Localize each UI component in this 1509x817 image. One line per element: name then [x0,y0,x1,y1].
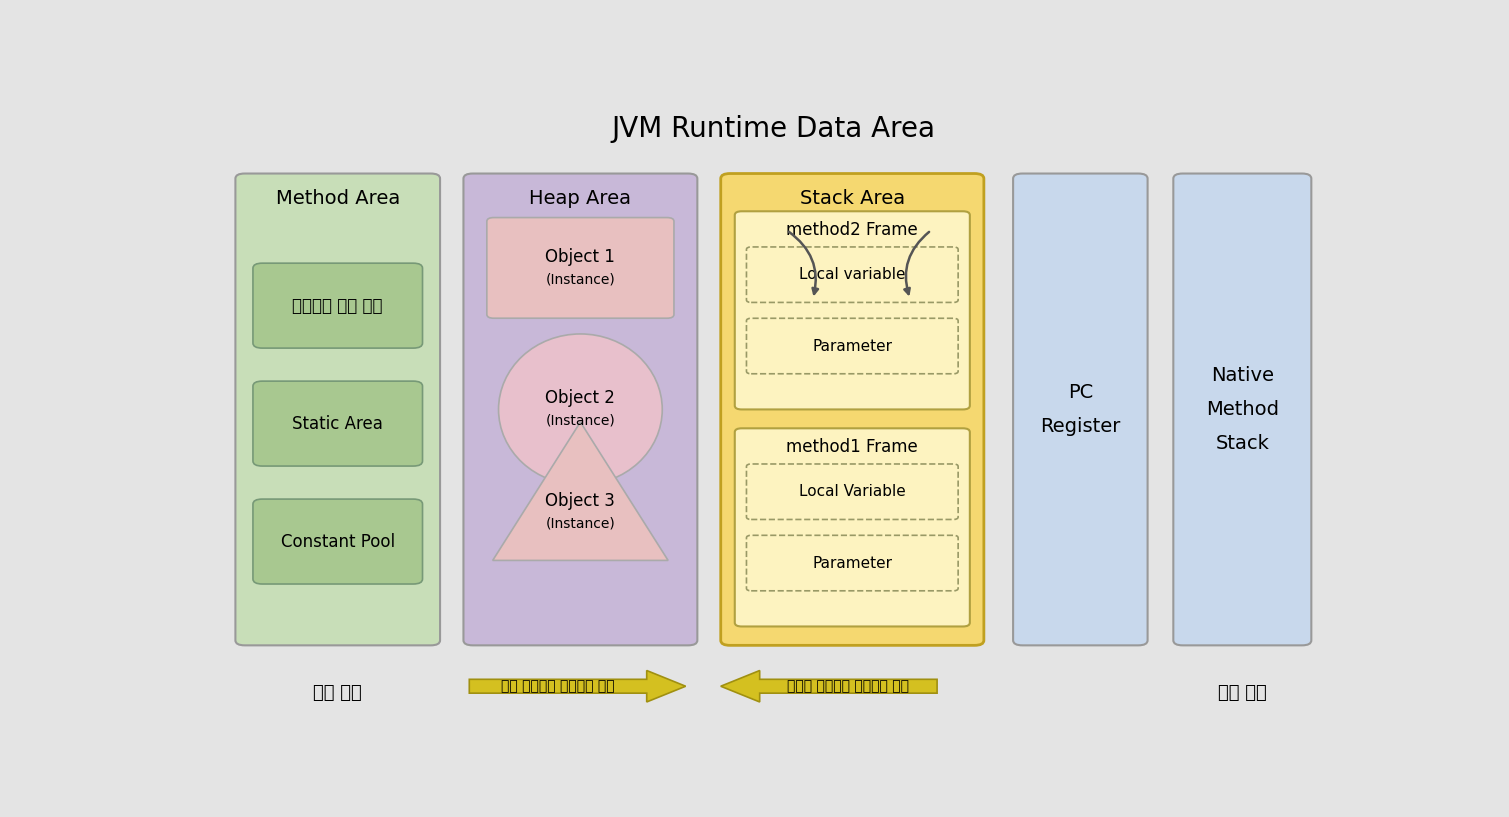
Text: (Instance): (Instance) [546,272,616,286]
Text: Object 1: Object 1 [545,248,616,266]
Text: Parameter: Parameter [812,338,892,354]
FancyBboxPatch shape [254,263,423,348]
Text: JVM Runtime Data Area: JVM Runtime Data Area [611,115,936,144]
FancyBboxPatch shape [735,428,970,627]
Text: PC
Register: PC Register [1040,383,1121,436]
Text: Constant Pool: Constant Pool [281,533,395,551]
Text: Native
Method
Stack: Native Method Stack [1206,366,1278,453]
FancyBboxPatch shape [463,173,697,645]
Text: Local Variable: Local Variable [798,484,905,499]
Text: (Instance): (Instance) [546,516,616,530]
Text: 높은 주소: 높은 주소 [1218,684,1266,702]
Text: Local variable: Local variable [800,267,905,282]
Text: Method Area: Method Area [276,190,400,208]
FancyBboxPatch shape [1174,173,1311,645]
Text: 힙이 메모리를 차지하는 방향: 힙이 메모리를 차지하는 방향 [501,679,614,694]
FancyBboxPatch shape [235,173,441,645]
Text: Heap Area: Heap Area [530,190,631,208]
FancyBboxPatch shape [1013,173,1148,645]
Ellipse shape [498,334,662,485]
FancyBboxPatch shape [747,247,958,302]
FancyBboxPatch shape [747,535,958,591]
Text: 프로그램 실행 코드: 프로그램 실행 코드 [293,297,383,315]
Text: Stack Area: Stack Area [800,190,905,208]
Polygon shape [721,671,937,702]
Text: Static Area: Static Area [293,414,383,432]
Text: 스택이 메모리를 차지하는 방향: 스택이 메모리를 차지하는 방향 [788,679,910,694]
Text: method1 Frame: method1 Frame [786,438,917,456]
Polygon shape [492,422,668,560]
Text: 낙은 주소: 낙은 주소 [314,684,362,702]
FancyBboxPatch shape [254,499,423,584]
Polygon shape [469,671,685,702]
FancyBboxPatch shape [735,212,970,409]
FancyBboxPatch shape [747,464,958,520]
Text: Object 2: Object 2 [545,389,616,407]
FancyBboxPatch shape [747,319,958,373]
FancyBboxPatch shape [254,381,423,466]
FancyBboxPatch shape [721,173,984,645]
Text: method2 Frame: method2 Frame [786,221,917,239]
Text: Object 3: Object 3 [545,492,616,510]
Text: (Instance): (Instance) [546,413,616,428]
FancyBboxPatch shape [487,217,675,318]
Text: Parameter: Parameter [812,556,892,570]
